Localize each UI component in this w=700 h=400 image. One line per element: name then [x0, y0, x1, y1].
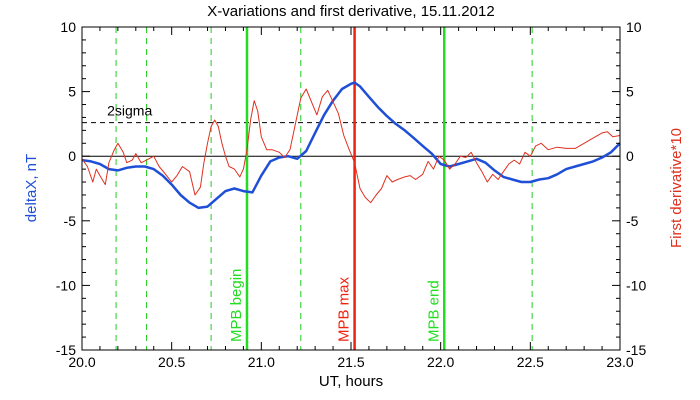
y-tick-label-right: -5 [626, 213, 639, 229]
mpb-label: MPB end [425, 280, 442, 342]
x-tick-label: 21.5 [337, 354, 364, 370]
chart-title: X-variations and first derivative, 15.11… [207, 3, 494, 20]
y-tick-label-left: -10 [56, 277, 76, 293]
mpb-label: MPB begin [228, 269, 245, 342]
y-tick-label-right: -15 [626, 342, 646, 358]
deltax-series-line [81, 81, 621, 210]
y-tick-label-left: -15 [56, 342, 76, 358]
y-tick-label-right: 0 [626, 148, 634, 164]
x-tick-label: 20.0 [68, 354, 95, 370]
left-axis-label: deltaX, nT [23, 154, 40, 222]
data-lines [81, 27, 621, 350]
x-tick-label: 23.0 [606, 354, 633, 370]
sigma-label: 2sigma [107, 103, 152, 119]
y-tick-label-right: 10 [626, 19, 642, 35]
y-tick-label-left: 0 [68, 148, 76, 164]
y-tick-label-left: 10 [60, 19, 76, 35]
x-tick-label: 22.5 [517, 354, 544, 370]
y-tick-label-right: 5 [626, 84, 634, 100]
x-tick-label: 22.0 [427, 354, 454, 370]
derivative-series-line [81, 88, 621, 204]
x-tick-label: 21.0 [248, 354, 275, 370]
right-axis-label: First derivative*10 [668, 128, 685, 248]
y-tick-label-left: -5 [64, 213, 77, 229]
y-tick-label-right: -10 [626, 277, 646, 293]
x-axis-label: UT, hours [319, 373, 383, 390]
mpb-label: MPB max [336, 276, 353, 342]
x-tick-label: 20.5 [158, 354, 185, 370]
y-tick-label-left: 5 [68, 84, 76, 100]
tick-marks [81, 26, 621, 351]
annotations: 2sigma MPB begin MPB max MPB end [107, 103, 442, 342]
